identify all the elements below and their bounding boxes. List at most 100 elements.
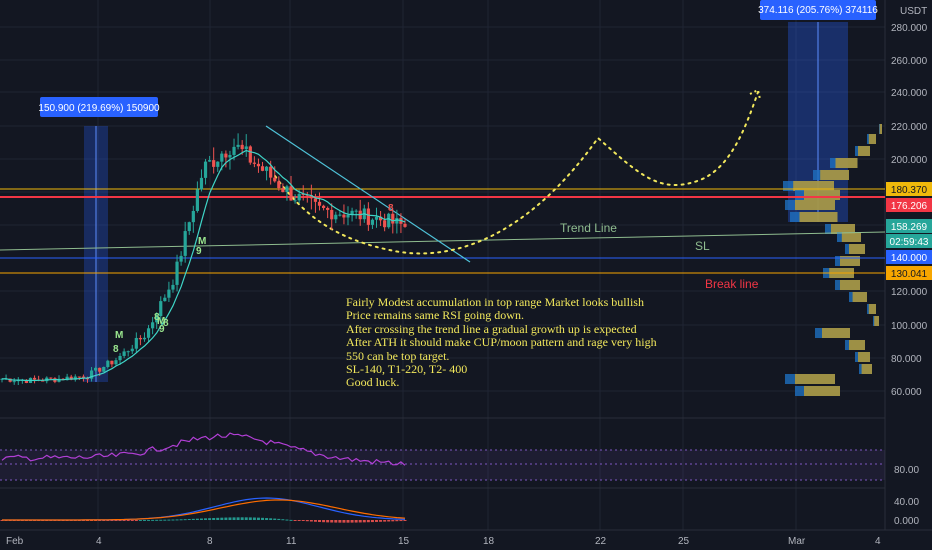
candle-body — [114, 360, 118, 365]
trend-line-label: Trend Line — [560, 221, 617, 235]
volume-bar-sell — [868, 134, 876, 144]
note-line: Price remains same RSI going down. — [346, 308, 524, 323]
macd-bar — [106, 520, 110, 521]
candle-body — [228, 154, 232, 158]
macd-bar — [248, 517, 252, 520]
candle-body — [85, 378, 90, 380]
indicator-mark: M — [198, 236, 206, 247]
macd-bar — [110, 520, 114, 521]
macd-bar — [301, 520, 305, 521]
candle-body — [338, 214, 342, 216]
macd-bar — [342, 520, 346, 523]
measure-label-box[interactable] — [760, 0, 876, 20]
price-axis[interactable]: USDT 280.000 260.000 240.000 220.000 200… — [891, 6, 928, 527]
descending-trend-line[interactable] — [265, 125, 471, 263]
candle-body — [159, 301, 163, 317]
rsi-band — [0, 450, 885, 480]
price-tag-text: 130.041 — [891, 269, 928, 280]
candle-body — [285, 186, 289, 193]
candle-body — [49, 377, 53, 379]
macd-bar — [240, 517, 244, 520]
candle-body — [179, 255, 183, 262]
macd-bar — [134, 520, 138, 521]
candle-body — [326, 208, 330, 210]
candle-body — [260, 166, 265, 171]
candle-body — [212, 160, 216, 167]
candle-body — [391, 213, 395, 224]
candle-body — [77, 376, 81, 378]
macd-bar — [334, 520, 338, 523]
volume-bar-sell — [861, 364, 872, 374]
date-tick: 4 — [875, 536, 881, 547]
candle-body — [395, 218, 399, 224]
time-axis[interactable]: Feb 4 8 11 15 18 22 25 Mar 4 — [6, 536, 881, 547]
macd-bar — [179, 519, 183, 521]
candle-body — [264, 166, 269, 171]
price-tag-box — [886, 266, 932, 280]
price-tick: 200.000 — [891, 155, 928, 166]
macd-bar — [346, 520, 350, 523]
candle-body — [155, 316, 159, 323]
price-label-tags: 180.370 176.206 158.269 02:59:43 140.000 130.… — [886, 182, 932, 280]
macd-bar — [220, 517, 224, 520]
candle-body — [199, 177, 204, 190]
macd-bar — [130, 520, 134, 521]
candle-body — [403, 223, 407, 227]
macd-bar — [167, 519, 171, 521]
candle-body — [256, 163, 261, 167]
candle-body — [350, 210, 354, 216]
price-tag-text: 180.370 — [891, 185, 928, 196]
candle-body — [334, 214, 338, 220]
volume-bar-sell — [868, 304, 876, 314]
break-line-label: Break line — [705, 277, 759, 291]
macd-bar — [309, 520, 313, 522]
macd-bar — [350, 520, 354, 523]
volume-bar-sell — [840, 256, 860, 266]
volume-bar-sell — [831, 224, 855, 234]
indicator-mark: 8 — [113, 344, 119, 355]
candle-body — [224, 153, 228, 158]
date-tick: 8 — [207, 536, 213, 547]
date-tick: Mar — [788, 536, 806, 547]
date-tick: 11 — [286, 536, 297, 547]
indicator-mark: M — [115, 330, 123, 341]
macd-bar — [102, 520, 106, 521]
candle-body — [387, 213, 391, 228]
macd-bar — [175, 519, 179, 521]
candle-body — [273, 177, 277, 182]
candle-body — [248, 146, 252, 163]
price-tick: 280.000 — [891, 23, 928, 34]
note-line: SL-140, T1-220, T2- 400 — [346, 362, 468, 377]
price-tag-text: 02:59:43 — [890, 237, 929, 248]
candle-body — [195, 189, 199, 211]
macd-bar — [322, 520, 326, 523]
volume-bar-sell — [804, 190, 840, 200]
projected-path[interactable] — [274, 91, 759, 255]
note-line: After ATH it should make CUP/moon patter… — [346, 335, 657, 350]
date-tick: 4 — [96, 536, 102, 547]
note-line: After crossing the trend line a gradual … — [346, 321, 637, 336]
long-trend-line[interactable] — [0, 231, 886, 251]
measure-label-box[interactable] — [40, 97, 158, 117]
macd-bar — [338, 520, 342, 523]
macd-bar — [362, 520, 366, 523]
macd-bar — [204, 518, 208, 520]
macd-bar — [326, 520, 330, 523]
candle-body — [297, 193, 301, 201]
candle-body — [281, 188, 285, 193]
candle-body — [98, 367, 102, 372]
candle-body — [289, 186, 293, 201]
candle-body — [81, 376, 86, 379]
macd-tick: 0.000 — [894, 516, 919, 527]
macd-bar — [297, 520, 301, 521]
price-tick: 220.000 — [891, 122, 928, 133]
volume-bar-sell — [849, 244, 865, 254]
candle-body — [370, 219, 375, 225]
macd-bar — [293, 520, 297, 521]
macd-bar — [163, 519, 167, 521]
candle-body — [89, 370, 94, 379]
sl-label: SL — [695, 239, 710, 253]
price-tag-text: 140.000 — [891, 253, 928, 264]
